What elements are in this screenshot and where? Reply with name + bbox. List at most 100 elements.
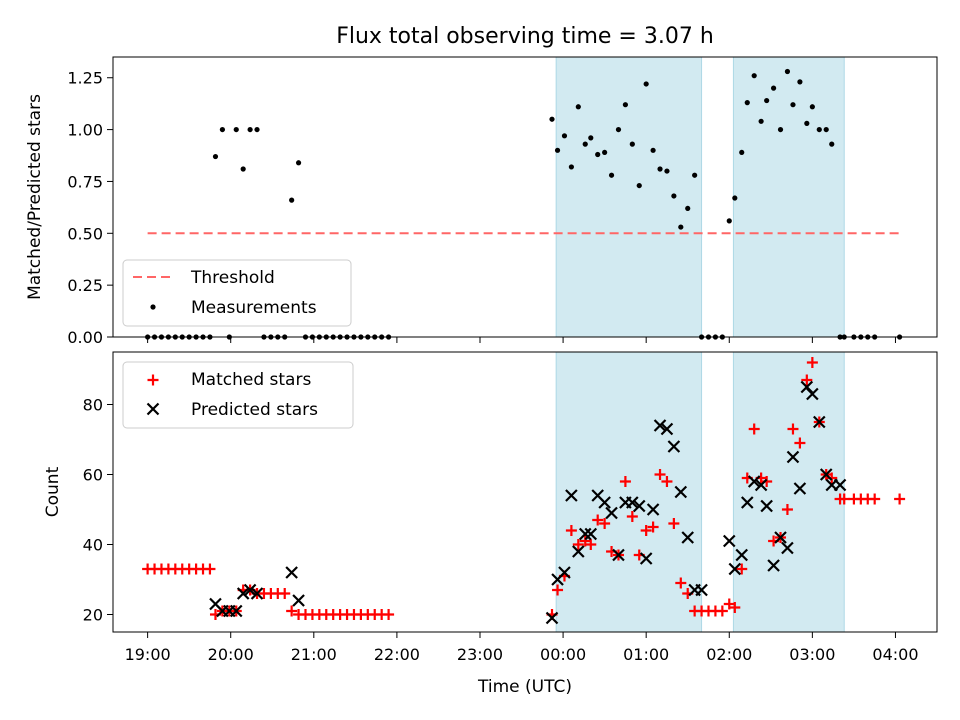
predicted-star-point [833, 478, 847, 492]
measurement-point [629, 141, 635, 147]
measurement-point [608, 172, 615, 178]
legend-predicted-label: Predicted stars [191, 400, 318, 420]
bottom-xtick-label: 00:00 [540, 645, 586, 664]
bottom-panel: 20 40 60 80 19:00 20:00 21:00 22:00 23:00 00:00 01… [43, 351, 938, 697]
measurement-point [233, 126, 239, 133]
matched-star-point [654, 469, 666, 480]
measurement-point [289, 197, 295, 203]
predicted-star-point [806, 387, 819, 401]
predicted-star-point [243, 583, 257, 597]
matched-star-point [619, 476, 631, 487]
measurement-point [575, 104, 581, 110]
measurement-point [602, 149, 608, 156]
measurement-point [758, 118, 764, 124]
top-legend: Threshold Measurements [122, 259, 352, 327]
matched-star-point [794, 437, 806, 449]
measurement-point [643, 81, 649, 87]
legend-matched-swatch [147, 374, 159, 386]
top-y-axis-label: Matched/Predicted stars [25, 94, 45, 300]
measurement-point [784, 68, 791, 75]
bottom-plot-frame [112, 351, 938, 633]
matched-star-point [661, 476, 673, 487]
measurement-point [804, 120, 810, 126]
measurement-point [823, 126, 829, 133]
measurement-point [568, 164, 574, 170]
matched-star-point [787, 423, 799, 435]
matched-star-point [838, 493, 850, 505]
predicted-star-point [632, 499, 646, 513]
bottom-xtick-label: 02:00 [706, 645, 752, 664]
matched-star-point [572, 539, 584, 550]
top-axis-ticks: 0.00 0.25 0.50 0.75 1.00 1.25 [67, 69, 896, 347]
bottom-ytick-label: 80 [83, 396, 103, 415]
matched-star-point [748, 423, 760, 435]
predicted-star-point [565, 489, 578, 502]
predicted-star-point [605, 506, 618, 520]
legend-threshold-label: Threshold [190, 268, 275, 288]
measurement-point [671, 193, 677, 199]
predicted-star-point [626, 496, 639, 509]
matched-star-point [592, 514, 604, 526]
predicted-star-point [781, 541, 794, 555]
bottom-ytick-label: 40 [83, 536, 103, 555]
measurement-point [636, 182, 642, 189]
predicted-star-point [767, 559, 780, 572]
bottom-star-points [142, 357, 906, 625]
predicted-star-point [819, 468, 833, 481]
matched-star-point [801, 374, 813, 386]
measurement-point [744, 100, 750, 106]
measurement-point [816, 126, 822, 133]
measurement-point [764, 97, 770, 104]
measurement-point [751, 73, 757, 79]
predicted-star-point [740, 496, 754, 509]
predicted-star-point [735, 548, 749, 562]
predicted-star-point [572, 545, 585, 558]
matched-star-point [781, 504, 793, 515]
measurement-point [685, 205, 691, 212]
bottom-shaded-intervals [555, 351, 845, 633]
bottom-xtick-label: 21:00 [291, 645, 337, 664]
measurement-point [777, 126, 784, 133]
matched-star-point [675, 577, 687, 589]
predicted-star-point [598, 496, 611, 509]
measurement-point [247, 126, 253, 133]
measurement-point [692, 172, 698, 178]
matched-star-point [286, 605, 298, 617]
predicted-star-point [695, 583, 708, 597]
predicted-star-point [786, 450, 800, 464]
matched-star-point [668, 518, 680, 529]
matched-star-point [806, 357, 818, 368]
measurement-point [770, 85, 777, 91]
matched-star-point [279, 588, 291, 599]
predicted-star-point [722, 534, 736, 548]
top-plot-frame [112, 56, 938, 338]
matched-star-point [204, 563, 216, 575]
predicted-star-point [760, 499, 773, 513]
measurement-point [790, 102, 796, 108]
measurement-point [657, 166, 663, 172]
measurement-point [739, 149, 745, 156]
predicted-star-point [229, 604, 243, 618]
bottom-xtick-label: 20:00 [208, 645, 254, 664]
predicted-star-point [646, 503, 660, 516]
measurement-point [809, 104, 815, 110]
predicted-star-point [545, 611, 559, 625]
measurement-point [732, 195, 738, 201]
legend-predicted-swatch [146, 402, 160, 416]
predicted-star-point [667, 440, 681, 453]
measurement-point [212, 153, 219, 160]
matched-star-point [647, 521, 659, 533]
bottom-axis-ticks: 20 40 60 80 19:00 20:00 21:00 22:00 23:00 00:00 01… [83, 396, 919, 665]
matched-star-point [599, 518, 611, 529]
top-ytick-label: 0.75 [67, 172, 103, 191]
measurement-point [588, 135, 594, 141]
bottom-xtick-label: 04:00 [872, 645, 918, 664]
bottom-xtick-label: 03:00 [789, 645, 835, 664]
matched-star-point [383, 609, 395, 620]
matched-star-point [640, 525, 652, 536]
measurement-point [726, 218, 732, 224]
predicted-star-point [285, 566, 298, 579]
predicted-star-point [747, 475, 761, 488]
measurement-point [554, 147, 561, 153]
predicted-star-point [774, 531, 787, 544]
